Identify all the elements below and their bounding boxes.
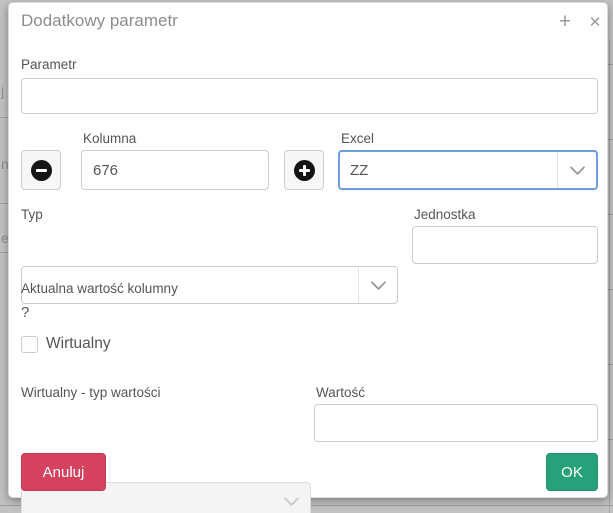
cancel-button[interactable]: Anuluj	[21, 453, 106, 491]
chevron-down-icon	[569, 159, 585, 176]
backdrop-text-fragment: n	[1, 156, 9, 172]
increment-column-button[interactable]	[284, 150, 324, 190]
backdrop-line	[0, 203, 8, 204]
typ-label: Typ	[21, 207, 43, 222]
backdrop-line	[608, 64, 613, 65]
wirtualny-typ-select-arrow	[272, 483, 310, 513]
dialog-title: Dodatkowy parametr	[21, 11, 178, 30]
typ-select[interactable]	[21, 266, 398, 304]
excel-label: Excel	[341, 131, 375, 146]
maximize-button[interactable]: +	[553, 10, 577, 34]
close-button[interactable]: ✕	[583, 10, 607, 34]
parametr-input[interactable]	[21, 78, 598, 114]
jednostka-input[interactable]	[412, 226, 598, 264]
jednostka-label: Jednostka	[414, 207, 476, 222]
chevron-down-icon	[370, 274, 386, 291]
backdrop-line	[608, 364, 613, 365]
excel-select-value: ZZ	[350, 161, 369, 179]
backdrop-line	[608, 139, 613, 140]
parametr-label: Parametr	[21, 57, 77, 72]
plus-circle-icon	[293, 159, 315, 181]
typ-select-arrow	[358, 267, 397, 303]
close-icon: ✕	[588, 14, 602, 31]
backdrop-line	[0, 252, 8, 253]
wirtualny-typ-label: Wirtualny - typ wartości	[21, 385, 161, 400]
plus-window-icon: +	[558, 10, 572, 33]
aktualna-wartosc-value: ?	[21, 304, 30, 321]
backdrop-line	[608, 289, 613, 290]
aktualna-wartosc-label: Aktualna wartość kolumny	[21, 281, 178, 296]
minus-circle-icon	[30, 159, 52, 181]
decrement-column-button[interactable]	[21, 150, 61, 190]
backdrop-line	[608, 214, 613, 215]
backdrop-line	[0, 117, 8, 118]
dialog-dodatkowy-parametr: Dodatkowy parametr + ✕ Parametr Kolumna …	[8, 2, 608, 513]
kolumna-input[interactable]	[81, 150, 269, 190]
wartosc-input[interactable]	[314, 404, 598, 442]
ok-button[interactable]: OK	[546, 453, 598, 491]
wartosc-label: Wartość	[316, 385, 366, 400]
excel-select[interactable]: ZZ	[338, 150, 598, 190]
backdrop-line	[609, 40, 610, 513]
excel-select-arrow	[557, 152, 596, 188]
backdrop-text-fragment: e	[1, 230, 9, 246]
wirtualny-checkbox[interactable]	[21, 336, 38, 353]
backdrop-text-fragment: j	[1, 83, 5, 99]
backdrop-line	[608, 439, 613, 440]
chevron-down-icon	[283, 490, 299, 507]
wirtualny-checkbox-label[interactable]: Wirtualny	[46, 335, 111, 352]
kolumna-label: Kolumna	[83, 131, 137, 146]
